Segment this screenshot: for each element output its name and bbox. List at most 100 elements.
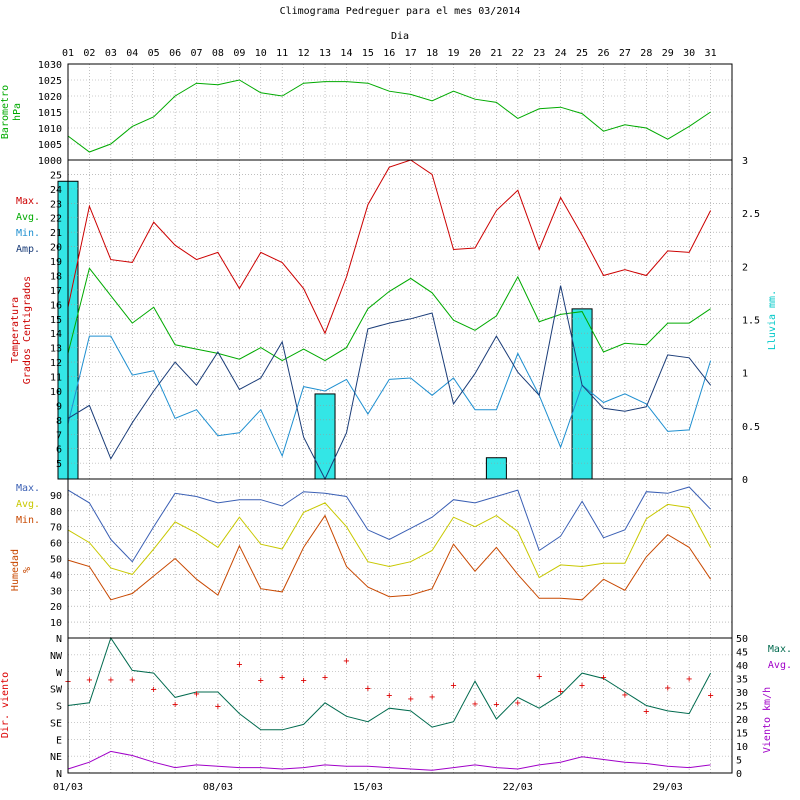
pressure-axis-label: BarometrohPa bbox=[0, 85, 23, 139]
temp-max-line bbox=[67, 159, 712, 335]
day-tick-label: 04 bbox=[126, 48, 138, 59]
wind-speed-tick-label: 20 bbox=[736, 715, 748, 726]
temperature-axis-label-line: Grados Centigrados bbox=[22, 276, 33, 384]
wind-speed-axis-label-line: Viento km/h bbox=[762, 687, 773, 753]
humidity-tick-label: 40 bbox=[50, 570, 62, 581]
day-tick-label: 08 bbox=[212, 48, 224, 59]
pressure-tick-label: 1030 bbox=[38, 60, 62, 71]
temperature-tick-label: 20 bbox=[50, 243, 62, 254]
wind-dir-tick-label: N bbox=[56, 634, 62, 645]
humidity-tick-label: 60 bbox=[50, 539, 62, 550]
wind-dir-tick-label: SW bbox=[50, 685, 63, 696]
wind-direction-marker: + bbox=[665, 683, 671, 694]
humidity-tick-label: 20 bbox=[50, 602, 62, 613]
wind-direction-marker: + bbox=[386, 691, 392, 702]
wind-direction-marker: + bbox=[515, 698, 521, 709]
wind-dir-tick-label: N bbox=[56, 769, 62, 780]
pressure-axis-label-line: Barometro bbox=[0, 85, 11, 139]
day-tick-label: 11 bbox=[276, 48, 288, 59]
wind-speed-tick-label: 25 bbox=[736, 702, 748, 713]
wind-direction-marker: + bbox=[708, 691, 714, 702]
temperature-axis-label: TemperaturaGrados Centigrados bbox=[10, 276, 33, 384]
humidity-min-line bbox=[67, 514, 712, 601]
temperature-tick-label: 25 bbox=[50, 170, 62, 181]
temperature-tick-label: 9 bbox=[56, 401, 62, 412]
pressure-tick-label: 1025 bbox=[38, 76, 62, 87]
pressure-tick-label: 1020 bbox=[38, 92, 62, 103]
humidity-tick-label: 10 bbox=[50, 618, 62, 629]
humidity-tick-label: 90 bbox=[50, 491, 62, 502]
wind-direction-marker: + bbox=[172, 700, 178, 711]
panel-frame-temperature bbox=[67, 159, 733, 480]
temperature-legend-avg: Avg. bbox=[16, 212, 40, 223]
temperature-tick-label: 7 bbox=[56, 430, 62, 441]
day-tick-label: 27 bbox=[619, 48, 631, 59]
wind-direction-marker: + bbox=[493, 700, 499, 711]
wind-speed-tick-label: 40 bbox=[736, 661, 748, 672]
wind-direction-marker: + bbox=[622, 690, 628, 701]
day-tick-label: 30 bbox=[683, 48, 695, 59]
rain-bar bbox=[485, 457, 507, 480]
temperature-tick-label: 8 bbox=[56, 416, 62, 427]
wind-speed-tick-label: 35 bbox=[736, 675, 748, 686]
rain-tick-label: 1.5 bbox=[742, 316, 760, 327]
rain-tick-label: 0 bbox=[742, 475, 748, 486]
wind-direction-marker: + bbox=[215, 702, 221, 713]
day-tick-label: 21 bbox=[490, 48, 502, 59]
temperature-legend-amp: Amp. bbox=[16, 244, 40, 255]
temperature-tick-label: 19 bbox=[50, 257, 62, 268]
pressure-line bbox=[67, 79, 711, 153]
wind-direction-marker: + bbox=[558, 687, 564, 698]
humidity-axis-label: Humedad% bbox=[10, 549, 33, 591]
day-tick-label: 03 bbox=[105, 48, 117, 59]
wind-speed-tick-label: 0 bbox=[736, 769, 742, 780]
temperature-tick-label: 10 bbox=[50, 387, 62, 398]
wind-direction-marker: + bbox=[686, 674, 692, 685]
wind-direction-marker: + bbox=[194, 689, 200, 700]
rain-axis-label: Lluvia mm. bbox=[767, 290, 778, 350]
temp-min-line bbox=[67, 335, 712, 458]
wind-direction-marker: + bbox=[236, 660, 242, 671]
temperature-tick-label: 24 bbox=[50, 185, 62, 196]
humidity-axis-label-line: Humedad bbox=[10, 549, 21, 591]
wind-direction-marker: + bbox=[108, 675, 114, 686]
wind-speed-tick-label: 45 bbox=[736, 648, 748, 659]
day-tick-label: 01 bbox=[62, 48, 74, 59]
temperature-tick-label: 18 bbox=[50, 271, 62, 282]
wind-direction-marker: + bbox=[86, 675, 92, 686]
bottom-date-label: 01/03 bbox=[53, 782, 83, 793]
humidity-tick-label: 30 bbox=[50, 586, 62, 597]
temperature-tick-label: 23 bbox=[50, 199, 62, 210]
wind-speed-tick-label: 50 bbox=[736, 634, 748, 645]
wind-dir-tick-label: SE bbox=[50, 718, 62, 729]
wind-speed-tick-label: 5 bbox=[736, 756, 742, 767]
wind-legend-max: Max. bbox=[768, 644, 792, 655]
wind-dir-axis-label: Dir. viento bbox=[0, 672, 11, 738]
day-tick-label: 05 bbox=[148, 48, 160, 59]
day-tick-label: 31 bbox=[705, 48, 717, 59]
panel-frame-wind bbox=[67, 637, 733, 774]
day-tick-label: 14 bbox=[340, 48, 352, 59]
temp-avg-line bbox=[67, 267, 711, 362]
wind-dir-tick-label: W bbox=[56, 668, 63, 679]
bottom-date-label: 29/03 bbox=[653, 782, 683, 793]
day-tick-label: 19 bbox=[448, 48, 460, 59]
temperature-tick-label: 16 bbox=[50, 300, 62, 311]
day-tick-label: 12 bbox=[298, 48, 310, 59]
temperature-axis-label-line: Temperatura bbox=[10, 297, 21, 363]
rain-tick-label: 3 bbox=[742, 156, 748, 167]
day-tick-label: 22 bbox=[512, 48, 524, 59]
wind-direction-marker: + bbox=[365, 684, 371, 695]
wind-dir-axis-label-line: Dir. viento bbox=[0, 672, 11, 738]
wind-speed-tick-label: 30 bbox=[736, 688, 748, 699]
wind-direction-marker: + bbox=[472, 699, 478, 710]
wind-dir-tick-label: NW bbox=[50, 651, 63, 662]
wind-direction-marker: + bbox=[258, 675, 264, 686]
wind-dir-tick-label: NE bbox=[50, 752, 62, 763]
temperature-tick-label: 17 bbox=[50, 286, 62, 297]
day-tick-label: 18 bbox=[426, 48, 438, 59]
day-tick-label: 25 bbox=[576, 48, 588, 59]
wind-max-line bbox=[67, 636, 712, 731]
chart-title: Climograma Pedreguer para el mes 03/2014 bbox=[280, 6, 521, 17]
temperature-legend-min: Min. bbox=[16, 228, 40, 239]
